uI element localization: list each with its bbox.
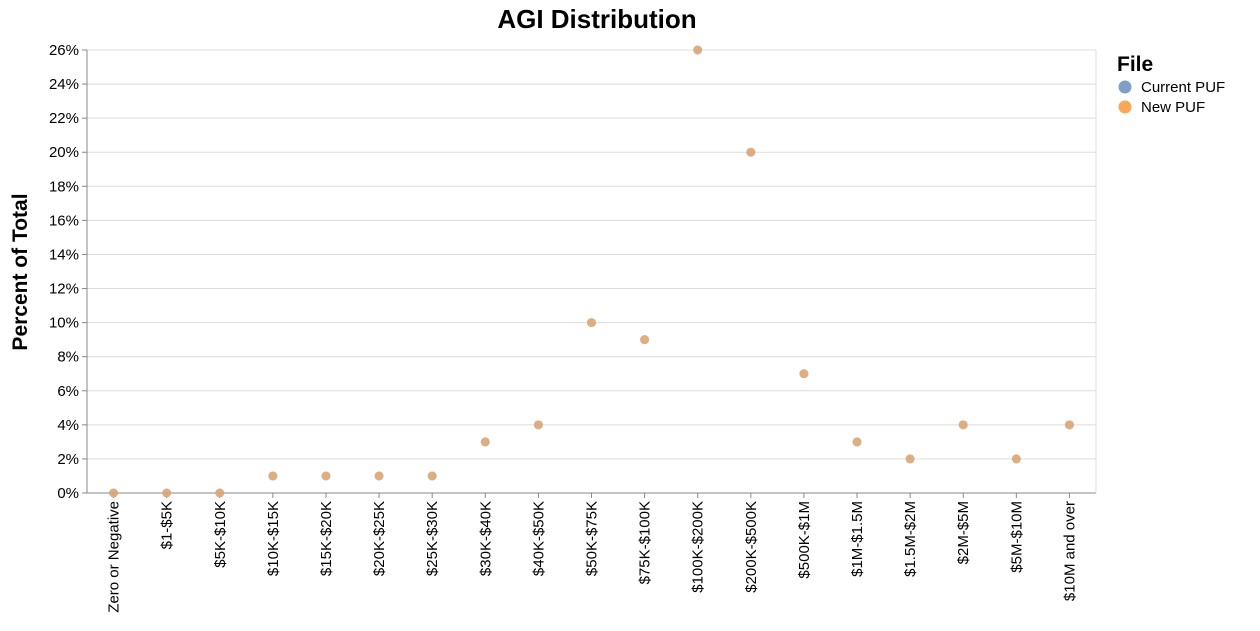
x-tick-label: $200K-$500K [743, 501, 760, 593]
x-tick-label: $50K-$75K [584, 501, 601, 576]
point-new-puf [215, 488, 225, 498]
y-tick-label: 14% [49, 246, 79, 263]
x-tick-label: $20K-$25K [371, 501, 388, 576]
x-tick-label: $75K-$100K [637, 501, 654, 584]
y-tick-label: 12% [49, 281, 79, 298]
x-tick-label: $40K-$50K [530, 501, 547, 576]
point-new-puf [533, 420, 543, 430]
x-tick-label: $10M and over [1061, 501, 1078, 601]
legend-swatch [1118, 80, 1132, 94]
y-axis-title: Percent of Total [9, 193, 32, 350]
legend-swatch [1118, 100, 1132, 114]
data-points [109, 45, 1074, 498]
gridlines [87, 49, 1096, 494]
x-tick-label: $15K-$20K [318, 501, 335, 576]
x-tick-label: $500K-$1M [796, 501, 813, 579]
point-new-puf [958, 420, 968, 430]
x-axis-ticks: Zero or Negative $1-$5K $5K-$10K $10K-$15K $… [106, 493, 1078, 613]
y-tick-label: 20% [49, 144, 79, 161]
x-tick-label: $10K-$15K [265, 501, 282, 576]
x-tick-label: $1-$5K [159, 501, 176, 549]
point-new-puf [640, 335, 650, 345]
y-axis-ticks: 0% 2% 4% 6% 8% 10% 12% 14% 16% 18% 20% 22% 24% 26% [49, 42, 87, 502]
point-new-puf [746, 147, 756, 157]
x-tick-label: $2M-$5M [955, 501, 972, 564]
legend-items: Current PUF New PUF [1118, 79, 1225, 116]
legend-label: New PUF [1141, 99, 1205, 116]
point-new-puf [587, 318, 596, 328]
y-tick-label: 6% [57, 383, 79, 400]
y-tick-label: 10% [49, 315, 79, 332]
chart-title: AGI Distribution [497, 4, 696, 34]
point-new-puf [109, 488, 119, 498]
axes [86, 50, 1097, 494]
x-tick-label: Zero or Negative [106, 501, 123, 613]
y-tick-label: 2% [57, 451, 79, 468]
point-new-puf [321, 471, 331, 481]
point-new-puf [1064, 420, 1074, 430]
y-tick-label: 0% [57, 485, 79, 502]
x-tick-label: $100K-$200K [690, 501, 707, 593]
y-tick-label: 22% [49, 110, 79, 127]
x-tick-label: $1.5M-$2M [902, 501, 919, 577]
point-new-puf [905, 454, 915, 464]
legend-label: Current PUF [1141, 79, 1225, 96]
y-tick-label: 26% [49, 42, 79, 59]
y-tick-label: 16% [49, 212, 79, 229]
point-new-puf [799, 369, 809, 379]
x-tick-label: $5M-$10M [1008, 501, 1025, 573]
y-tick-label: 8% [57, 349, 79, 366]
x-tick-label: $5K-$10K [212, 501, 229, 568]
y-tick-label: 24% [49, 76, 79, 93]
point-new-puf [374, 471, 384, 481]
point-new-puf [1011, 454, 1021, 464]
legend: File Current PUF New PUF [1117, 53, 1225, 116]
x-tick-label: $25K-$30K [424, 501, 441, 576]
x-tick-label: $30K-$40K [477, 501, 494, 576]
point-new-puf [693, 45, 703, 55]
point-new-puf [427, 471, 437, 481]
point-new-puf [162, 488, 172, 498]
x-tick-label: $1M-$1.5M [849, 501, 866, 577]
legend-title: File [1117, 53, 1153, 76]
point-new-puf [852, 437, 862, 447]
y-tick-label: 18% [49, 178, 79, 195]
point-new-puf [480, 437, 490, 447]
point-new-puf [268, 471, 278, 481]
y-tick-label: 4% [57, 417, 79, 434]
